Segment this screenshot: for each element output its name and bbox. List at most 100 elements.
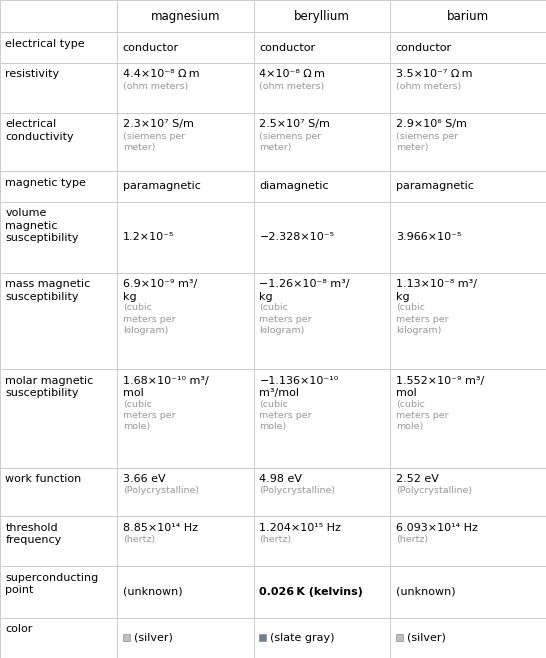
Text: threshold
frequency: threshold frequency [5, 522, 62, 545]
Text: 1.552×10⁻⁹ m³/
mol: 1.552×10⁻⁹ m³/ mol [396, 376, 484, 398]
Bar [123, 634, 130, 642]
Text: (silver): (silver) [407, 633, 446, 643]
Text: (siemens per
meter): (siemens per meter) [259, 132, 322, 152]
Bar [0, 113, 117, 171]
Bar [254, 171, 390, 201]
Text: 1.68×10⁻¹⁰ m³/
mol: 1.68×10⁻¹⁰ m³/ mol [123, 376, 209, 398]
Bar [390, 566, 546, 618]
Text: (siemens per
meter): (siemens per meter) [396, 132, 458, 152]
Bar [0, 369, 117, 468]
Bar [254, 516, 390, 566]
Text: (unknown): (unknown) [396, 587, 455, 597]
Text: 2.52 eV: 2.52 eV [396, 474, 439, 484]
Bar [254, 566, 390, 618]
Bar [390, 63, 546, 113]
Text: 3.966×10⁻⁵: 3.966×10⁻⁵ [396, 232, 461, 242]
Text: superconducting
point: superconducting point [5, 572, 99, 595]
Text: −2.328×10⁻⁵: −2.328×10⁻⁵ [259, 232, 334, 242]
Text: (cubic
meters per
kilogram): (cubic meters per kilogram) [123, 303, 175, 335]
Text: (hertz): (hertz) [259, 535, 292, 544]
Bar [390, 113, 546, 171]
Text: magnesium: magnesium [151, 10, 221, 22]
Bar [390, 369, 546, 468]
Bar [117, 516, 254, 566]
Bar [117, 272, 254, 369]
Bar [254, 618, 390, 658]
Text: 4.4×10⁻⁸ Ω m: 4.4×10⁻⁸ Ω m [123, 70, 199, 80]
Text: (hertz): (hertz) [123, 535, 155, 544]
Text: 0.026 K (kelvins): 0.026 K (kelvins) [259, 587, 363, 597]
Text: barium: barium [447, 10, 489, 22]
Text: paramagnetic: paramagnetic [396, 181, 474, 191]
Text: mass magnetic
susceptibility: mass magnetic susceptibility [5, 279, 91, 301]
Text: 1.204×10¹⁵ Hz: 1.204×10¹⁵ Hz [259, 522, 341, 533]
Text: 1.13×10⁻⁸ m³/
kg: 1.13×10⁻⁸ m³/ kg [396, 279, 477, 301]
Bar [117, 32, 254, 63]
Text: 8.85×10¹⁴ Hz: 8.85×10¹⁴ Hz [123, 522, 198, 533]
Text: electrical
conductivity: electrical conductivity [5, 120, 74, 142]
Text: (slate gray): (slate gray) [270, 633, 335, 643]
Bar [117, 0, 254, 32]
Bar [117, 369, 254, 468]
Text: (Polycrystalline): (Polycrystalline) [259, 486, 335, 495]
Text: molar magnetic
susceptibility: molar magnetic susceptibility [5, 376, 94, 398]
Text: diamagnetic: diamagnetic [259, 181, 329, 191]
Bar [390, 618, 546, 658]
Text: paramagnetic: paramagnetic [123, 181, 201, 191]
Bar [117, 618, 254, 658]
Text: beryllium: beryllium [294, 10, 350, 22]
Bar [117, 468, 254, 516]
Text: 4.98 eV: 4.98 eV [259, 474, 302, 484]
Text: (Polycrystalline): (Polycrystalline) [123, 486, 199, 495]
Bar [396, 634, 403, 642]
Text: (ohm meters): (ohm meters) [123, 82, 188, 91]
Bar [0, 618, 117, 658]
Text: resistivity: resistivity [5, 70, 60, 80]
Bar [117, 201, 254, 272]
Text: 2.9×10⁶ S/m: 2.9×10⁶ S/m [396, 120, 467, 130]
Bar [390, 0, 546, 32]
Bar [254, 113, 390, 171]
Text: 6.093×10¹⁴ Hz: 6.093×10¹⁴ Hz [396, 522, 478, 533]
Bar [0, 32, 117, 63]
Text: (cubic
meters per
mole): (cubic meters per mole) [396, 400, 448, 432]
Text: (cubic
meters per
kilogram): (cubic meters per kilogram) [396, 303, 448, 335]
Bar [117, 171, 254, 201]
Bar [254, 32, 390, 63]
Text: (hertz): (hertz) [396, 535, 428, 544]
Text: (silver): (silver) [134, 633, 173, 643]
Bar [0, 566, 117, 618]
Text: (cubic
meters per
mole): (cubic meters per mole) [123, 400, 175, 432]
Text: conductor: conductor [123, 43, 179, 53]
Bar [390, 272, 546, 369]
Bar [254, 63, 390, 113]
Bar [254, 272, 390, 369]
Text: conductor: conductor [259, 43, 316, 53]
Text: −1.136×10⁻¹⁰
m³/mol: −1.136×10⁻¹⁰ m³/mol [259, 376, 339, 398]
Bar [390, 468, 546, 516]
Text: 2.3×10⁷ S/m: 2.3×10⁷ S/m [123, 120, 194, 130]
Text: (ohm meters): (ohm meters) [396, 82, 461, 91]
Text: magnetic type: magnetic type [5, 178, 86, 188]
Bar [117, 63, 254, 113]
Text: (siemens per
meter): (siemens per meter) [123, 132, 185, 152]
Bar [254, 468, 390, 516]
Text: 4×10⁻⁸ Ω m: 4×10⁻⁸ Ω m [259, 70, 325, 80]
Bar [390, 516, 546, 566]
Text: work function: work function [5, 474, 82, 484]
Bar [390, 201, 546, 272]
Bar [0, 171, 117, 201]
Text: electrical type: electrical type [5, 39, 85, 49]
Text: (Polycrystalline): (Polycrystalline) [396, 486, 472, 495]
Text: (cubic
meters per
kilogram): (cubic meters per kilogram) [259, 303, 312, 335]
Bar [117, 566, 254, 618]
Text: volume
magnetic
susceptibility: volume magnetic susceptibility [5, 208, 79, 243]
Text: (cubic
meters per
mole): (cubic meters per mole) [259, 400, 312, 432]
Bar [254, 0, 390, 32]
Text: (unknown): (unknown) [123, 587, 182, 597]
Text: 3.66 eV: 3.66 eV [123, 474, 165, 484]
Bar [0, 272, 117, 369]
Text: (ohm meters): (ohm meters) [259, 82, 325, 91]
Bar [259, 634, 266, 642]
Text: 3.5×10⁻⁷ Ω m: 3.5×10⁻⁷ Ω m [396, 70, 472, 80]
